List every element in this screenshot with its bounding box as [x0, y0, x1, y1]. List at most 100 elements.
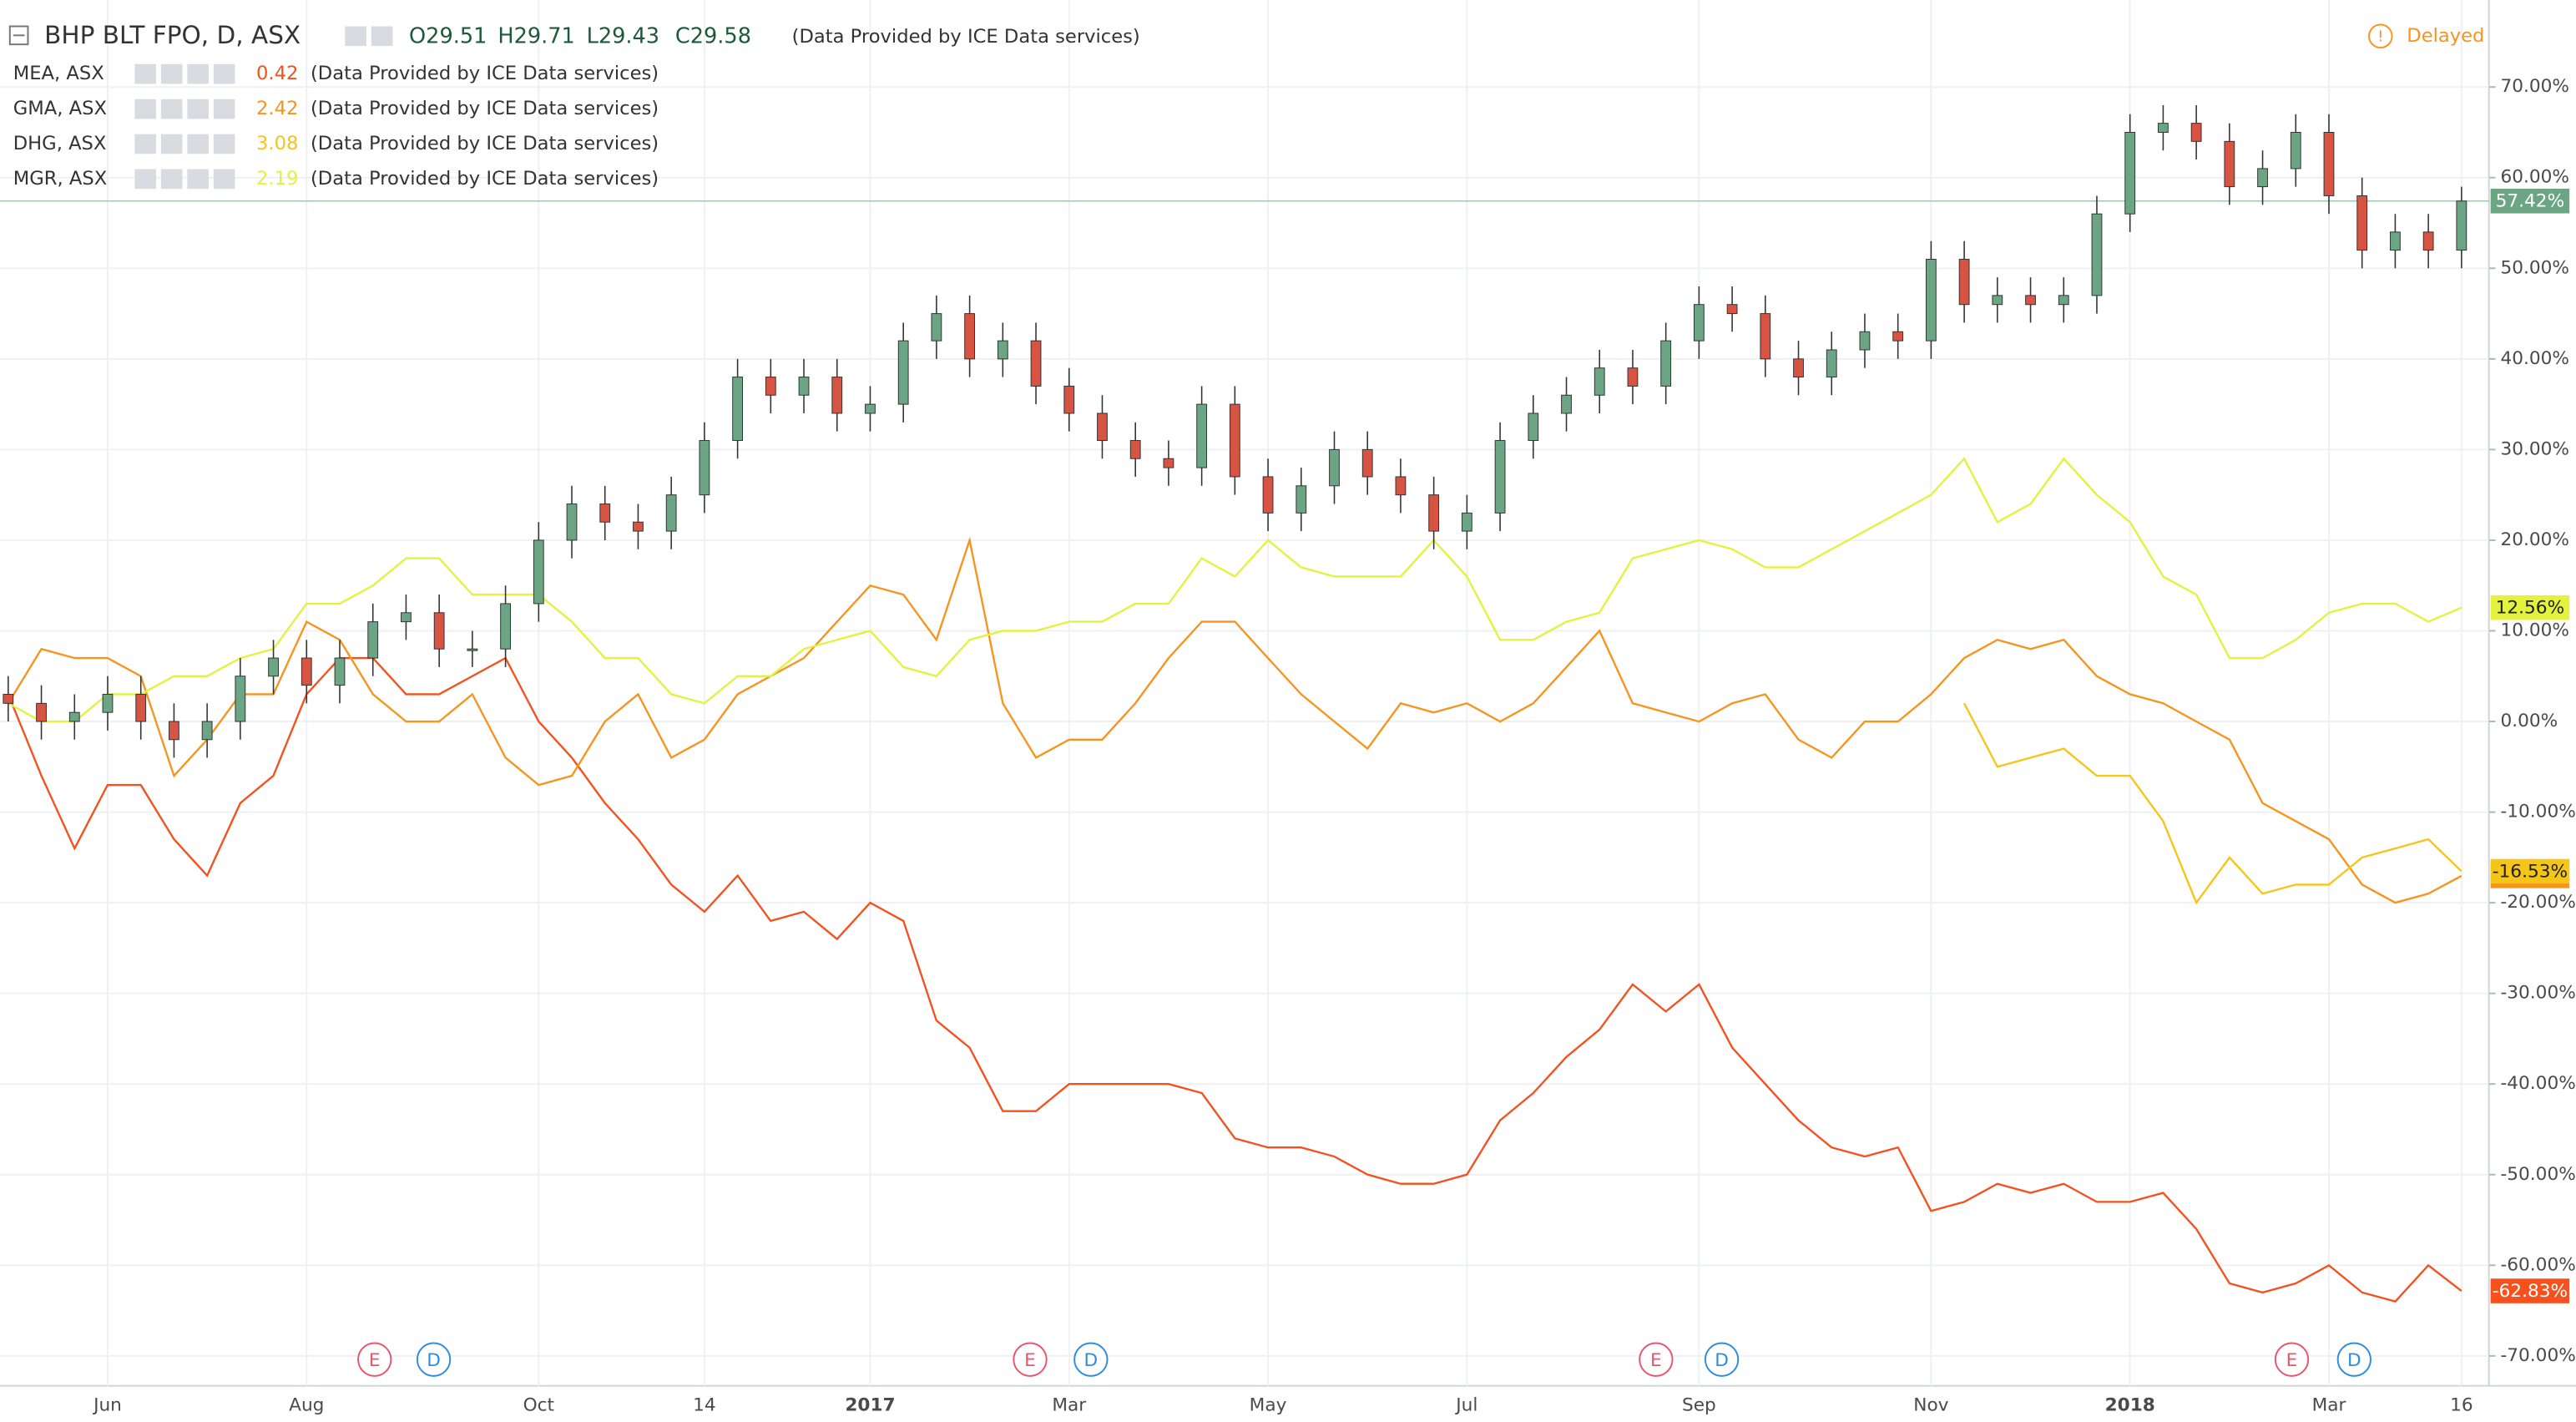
candle-body: [1329, 448, 1340, 487]
legend-title: BHP BLT FPO, D, ASX: [44, 21, 301, 49]
candle-body: [102, 693, 114, 713]
ohlc-label: C29.58: [675, 23, 751, 48]
series-line: [7, 536, 2462, 904]
delayed-icon-mark: !: [2377, 28, 2383, 45]
event-marker[interactable]: [357, 1342, 392, 1377]
legend-price: 3.08: [256, 133, 298, 154]
provider-note: (Data Provided by ICE Data services): [311, 63, 659, 84]
candle-body: [897, 340, 909, 405]
candle-body: [2158, 123, 2169, 133]
legend-button[interactable]: [345, 26, 366, 47]
last-value-label: -62.83%: [2493, 1281, 2568, 1302]
legend-button[interactable]: [160, 169, 183, 190]
legend-button[interactable]: [371, 26, 393, 47]
candle-body: [2456, 200, 2467, 251]
legend-button[interactable]: [187, 134, 209, 154]
candle-body: [1793, 358, 1804, 378]
candle-body: [169, 721, 179, 741]
candle-body: [1229, 403, 1240, 478]
plot-lines: [0, 0, 2496, 1386]
x-tick-label: May: [1250, 1394, 1287, 1415]
last-value-badge: [2490, 595, 2570, 620]
candle-body: [2124, 131, 2136, 215]
candle-body: [3, 693, 14, 704]
event-marker[interactable]: [416, 1342, 452, 1377]
candle-body: [1461, 512, 1472, 532]
legend-button[interactable]: [160, 134, 183, 154]
candle-body: [699, 440, 710, 496]
collapse-toggle[interactable]: [8, 25, 29, 46]
candle-body: [1992, 295, 2003, 306]
candle-body: [367, 621, 379, 659]
provider-note: (Data Provided by ICE Data services): [311, 133, 659, 154]
legend-button[interactable]: [134, 99, 156, 119]
legend-price: 0.42: [256, 63, 298, 84]
event-marker[interactable]: [2274, 1342, 2310, 1377]
y-tick-label: -60.00%: [2500, 1254, 2575, 1275]
candle-body: [1594, 367, 1605, 396]
event-marker[interactable]: [1073, 1342, 1109, 1377]
x-tick-label: 2018: [2105, 1394, 2155, 1415]
provider-note: (Data Provided by ICE Data services): [792, 26, 1140, 48]
legend-button[interactable]: [134, 63, 156, 84]
legend-button[interactable]: [160, 99, 183, 119]
y-tick-label: 20.00%: [2500, 529, 2569, 550]
candle-body: [2390, 231, 2401, 251]
event-label: E: [369, 1350, 381, 1371]
legend-button[interactable]: [134, 134, 156, 154]
event-marker[interactable]: [1639, 1342, 1674, 1377]
event-marker[interactable]: [1013, 1342, 1048, 1377]
candle-body: [1693, 304, 1705, 342]
candle-body: [135, 693, 147, 722]
y-tick-label: -10.00%: [2500, 802, 2575, 822]
provider-note: (Data Provided by ICE Data services): [311, 168, 659, 190]
candle-body: [235, 676, 246, 722]
series-line: [1963, 702, 2462, 905]
candle-body: [201, 721, 213, 741]
legend-button[interactable]: [213, 99, 235, 119]
candle-body: [268, 657, 279, 677]
legend-name: DHG, ASX: [13, 133, 107, 154]
legend-button[interactable]: [160, 63, 183, 84]
series-line: [7, 656, 2462, 1303]
candle-body: [2290, 131, 2301, 170]
last-value-badge: [2490, 1278, 2570, 1303]
candle-body: [1163, 458, 1174, 468]
plot-candles: [3, 104, 2467, 758]
candle-body: [831, 377, 843, 414]
y-tick-label: -30.00%: [2500, 983, 2575, 1004]
y-tick-label: 60.00%: [2500, 167, 2569, 188]
legend-button[interactable]: [134, 169, 156, 190]
event-label: D: [2347, 1350, 2361, 1371]
candle-body: [2422, 231, 2434, 251]
candle-body: [2091, 213, 2103, 296]
candle-body: [301, 657, 312, 686]
candle-body: [2025, 295, 2036, 306]
legend-button[interactable]: [213, 169, 235, 190]
legend-button[interactable]: [213, 134, 235, 154]
event-marker[interactable]: [2336, 1342, 2371, 1377]
candle-body: [467, 648, 478, 651]
candle-body: [1760, 313, 1771, 360]
candle-body: [1361, 448, 1373, 478]
candle-body: [865, 403, 876, 414]
legend-button[interactable]: [187, 99, 209, 119]
event-marker[interactable]: [1704, 1342, 1740, 1377]
status: Delayed: [2407, 25, 2484, 47]
candle-body: [765, 377, 776, 396]
legend-button[interactable]: [187, 169, 209, 190]
candle-body: [2058, 295, 2069, 306]
event-label: E: [1650, 1350, 1662, 1371]
event-label: D: [1715, 1350, 1729, 1371]
candle-body: [2190, 123, 2202, 142]
x-tick-label: Jul: [1454, 1394, 1477, 1415]
y-tick-label: -70.00%: [2500, 1345, 2575, 1366]
candle-body: [798, 377, 810, 396]
legend-button[interactable]: [187, 63, 209, 84]
delayed-icon: [2368, 23, 2393, 49]
legend-button[interactable]: [213, 63, 235, 84]
candle-body: [2356, 195, 2368, 251]
ohlc-label: O29.51: [409, 23, 487, 48]
